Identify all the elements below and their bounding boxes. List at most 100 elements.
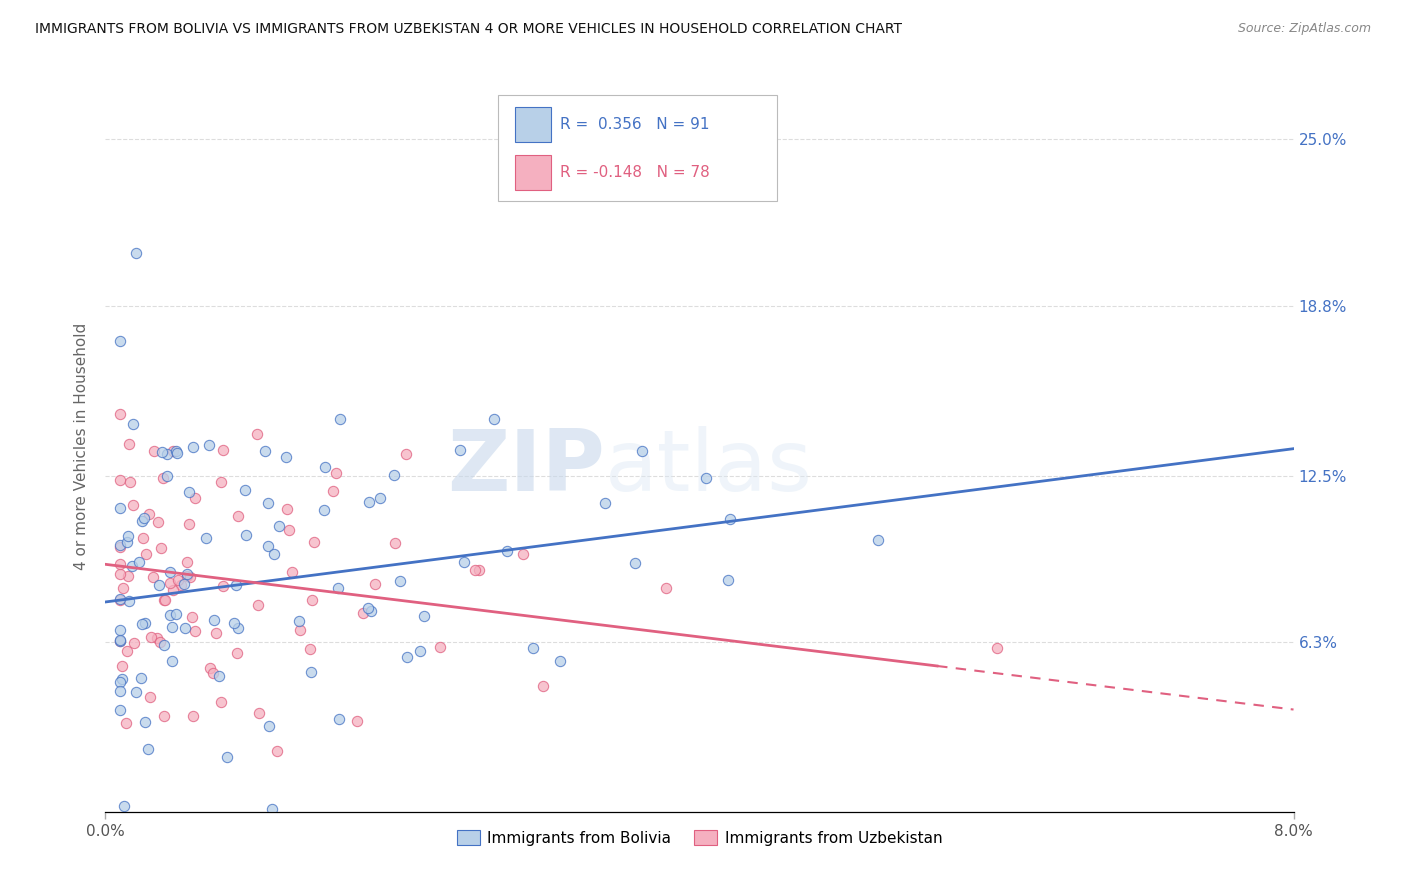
- Point: [217, 750, 239, 764]
- Point: [226, 646, 249, 660]
- Point: [155, 593, 177, 607]
- Point: [124, 246, 146, 260]
- Point: [314, 503, 336, 517]
- Legend: Immigrants from Bolivia, Immigrants from Uzbekistan: Immigrants from Bolivia, Immigrants from…: [450, 823, 949, 852]
- Point: [110, 540, 132, 554]
- Point: [148, 577, 170, 591]
- Point: [302, 534, 325, 549]
- Point: [531, 679, 554, 693]
- Point: [262, 802, 284, 816]
- Point: [129, 671, 152, 685]
- Point: [156, 447, 179, 461]
- Point: [325, 466, 347, 480]
- Point: [195, 531, 218, 545]
- Point: [257, 540, 280, 554]
- Point: [247, 706, 270, 721]
- Point: [382, 468, 405, 483]
- Point: [357, 600, 380, 615]
- Point: [624, 556, 647, 570]
- Point: [346, 714, 368, 728]
- Point: [153, 638, 176, 652]
- Point: [150, 445, 173, 459]
- Point: [165, 607, 187, 621]
- Point: [257, 719, 280, 733]
- Point: [718, 512, 741, 526]
- Point: [117, 535, 139, 549]
- Point: [110, 474, 132, 488]
- Point: [595, 496, 617, 510]
- Point: [117, 594, 139, 608]
- Point: [110, 633, 132, 648]
- Point: [209, 475, 232, 489]
- Point: [198, 438, 221, 452]
- Point: [146, 631, 169, 645]
- Point: [156, 468, 179, 483]
- Point: [110, 334, 132, 348]
- Point: [162, 444, 184, 458]
- Point: [453, 555, 475, 569]
- Point: [150, 541, 173, 555]
- Point: [121, 559, 143, 574]
- Point: [134, 616, 156, 631]
- Point: [124, 685, 146, 699]
- Point: [395, 649, 418, 664]
- Point: [226, 509, 249, 524]
- Point: [288, 624, 311, 638]
- Point: [209, 695, 232, 709]
- Point: [986, 641, 1008, 656]
- Point: [384, 536, 406, 550]
- FancyBboxPatch shape: [498, 95, 776, 201]
- Point: [409, 644, 432, 658]
- Point: [522, 641, 544, 656]
- Point: [166, 573, 188, 587]
- Point: [131, 514, 153, 528]
- Point: [181, 709, 204, 723]
- Point: [314, 460, 336, 475]
- Point: [281, 566, 304, 580]
- Point: [276, 450, 298, 464]
- Point: [117, 529, 139, 543]
- Point: [110, 623, 132, 637]
- Point: [695, 471, 717, 485]
- Point: [149, 635, 172, 649]
- Point: [363, 577, 385, 591]
- Point: [301, 593, 323, 607]
- Point: [117, 568, 139, 582]
- Point: [263, 547, 285, 561]
- Point: [110, 633, 132, 648]
- Point: [181, 440, 204, 454]
- Point: [359, 494, 381, 508]
- Point: [173, 621, 195, 635]
- Point: [548, 654, 571, 668]
- Point: [115, 644, 138, 658]
- Point: [226, 622, 249, 636]
- Point: [360, 604, 382, 618]
- Point: [717, 574, 740, 588]
- Point: [225, 577, 247, 591]
- Text: R =  0.356   N = 91: R = 0.356 N = 91: [561, 118, 710, 132]
- Point: [181, 610, 204, 624]
- Point: [655, 581, 678, 595]
- Point: [245, 426, 267, 441]
- Point: [328, 712, 350, 726]
- Point: [110, 592, 132, 607]
- Point: [159, 575, 181, 590]
- Point: [131, 531, 153, 545]
- Point: [110, 703, 132, 717]
- Point: [233, 483, 256, 497]
- Point: [134, 714, 156, 729]
- Point: [139, 630, 162, 644]
- Point: [254, 444, 277, 458]
- Point: [160, 654, 183, 668]
- Point: [110, 683, 132, 698]
- Point: [110, 566, 132, 581]
- Point: [143, 444, 166, 458]
- Point: [449, 442, 471, 457]
- Point: [170, 578, 193, 592]
- Point: [200, 661, 222, 675]
- Point: [484, 412, 506, 426]
- Point: [159, 565, 181, 579]
- Point: [122, 636, 145, 650]
- Y-axis label: 4 or more Vehicles in Household: 4 or more Vehicles in Household: [75, 322, 90, 570]
- Point: [368, 491, 391, 505]
